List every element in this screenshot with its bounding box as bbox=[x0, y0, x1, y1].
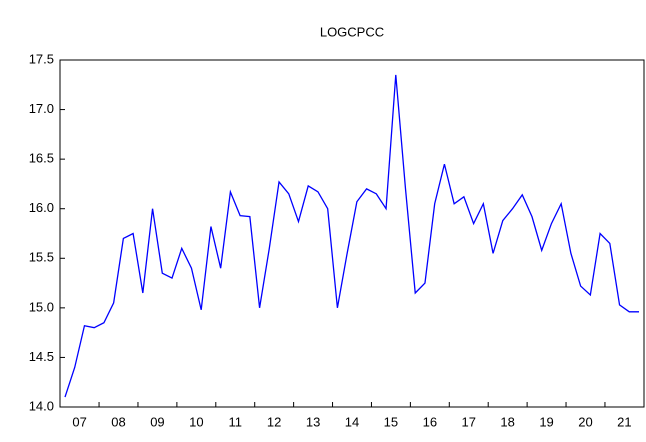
x-tick-label: 18 bbox=[500, 414, 514, 429]
data-line bbox=[64, 74, 639, 398]
x-tick-label: 19 bbox=[539, 414, 553, 429]
y-tick-label: 15.0 bbox=[29, 299, 54, 314]
x-tick-label: 09 bbox=[150, 414, 164, 429]
x-tick-label: 17 bbox=[462, 414, 476, 429]
y-tick-label: 14.0 bbox=[29, 398, 54, 413]
x-tick-label: 14 bbox=[345, 414, 359, 429]
x-tick-label: 13 bbox=[306, 414, 320, 429]
plot-frame bbox=[59, 59, 645, 408]
x-tick-label: 21 bbox=[617, 414, 631, 429]
y-tick-label: 16.0 bbox=[29, 200, 54, 215]
x-tick-label: 15 bbox=[384, 414, 398, 429]
y-tick-label: 17.5 bbox=[29, 51, 54, 66]
x-tick-label: 16 bbox=[423, 414, 437, 429]
x-tick-label: 12 bbox=[267, 414, 281, 429]
x-tick-label: 10 bbox=[189, 414, 203, 429]
x-tick-label: 20 bbox=[578, 414, 592, 429]
y-tick-label: 15.5 bbox=[29, 250, 54, 265]
y-tick-label: 17.0 bbox=[29, 101, 54, 116]
x-tick-label: 07 bbox=[72, 414, 86, 429]
chart-title: LOGCPCC bbox=[320, 24, 384, 39]
y-tick-label: 16.5 bbox=[29, 151, 54, 166]
y-tick-label: 14.5 bbox=[29, 349, 54, 364]
x-tick-label: 08 bbox=[111, 414, 125, 429]
x-tick-label: 11 bbox=[229, 414, 243, 429]
